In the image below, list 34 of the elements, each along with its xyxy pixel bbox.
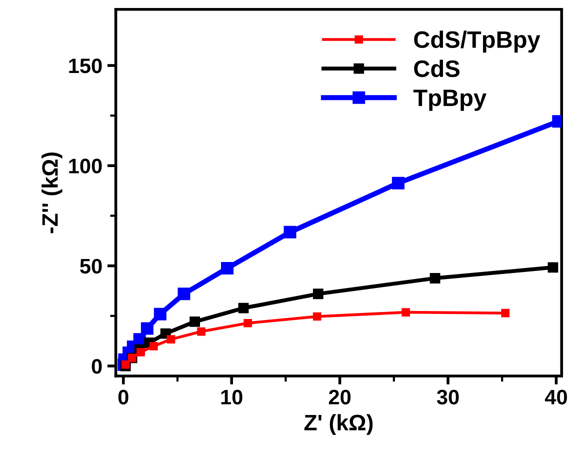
point [402, 308, 410, 316]
point [548, 262, 558, 273]
y-axis-title: -Z'' (kΩ) [42, 152, 62, 234]
point [121, 360, 130, 369]
legend-label: CdS/TpBpy [414, 30, 540, 53]
point [244, 318, 252, 328]
y-tick-label: 100 [69, 158, 102, 174]
x-tick-label: 40 [544, 390, 567, 404]
point [284, 226, 296, 238]
point [136, 348, 145, 356]
point [140, 322, 154, 335]
x-tick-label: 20 [328, 390, 351, 404]
point [430, 273, 440, 284]
point [221, 262, 234, 274]
x-tick-label: 10 [221, 390, 242, 404]
point [178, 288, 190, 300]
point [501, 308, 510, 318]
point [197, 327, 206, 336]
point [166, 335, 176, 344]
legend-label: CdS [414, 60, 460, 78]
x-axis-title: Z' (kΩ) [304, 414, 373, 435]
point [154, 308, 166, 320]
point [190, 316, 200, 327]
y-tick-label: 150 [69, 58, 102, 74]
y-tick-label: 0 [92, 358, 102, 374]
point [238, 302, 249, 314]
point [312, 312, 322, 321]
y-tick-label: 50 [80, 258, 102, 274]
x-tick-label: 0 [118, 390, 128, 404]
legend-label: TpBpy [413, 90, 486, 111]
point [392, 176, 404, 190]
x-tick-label: 30 [436, 390, 459, 405]
point [312, 288, 324, 300]
point [150, 342, 158, 350]
